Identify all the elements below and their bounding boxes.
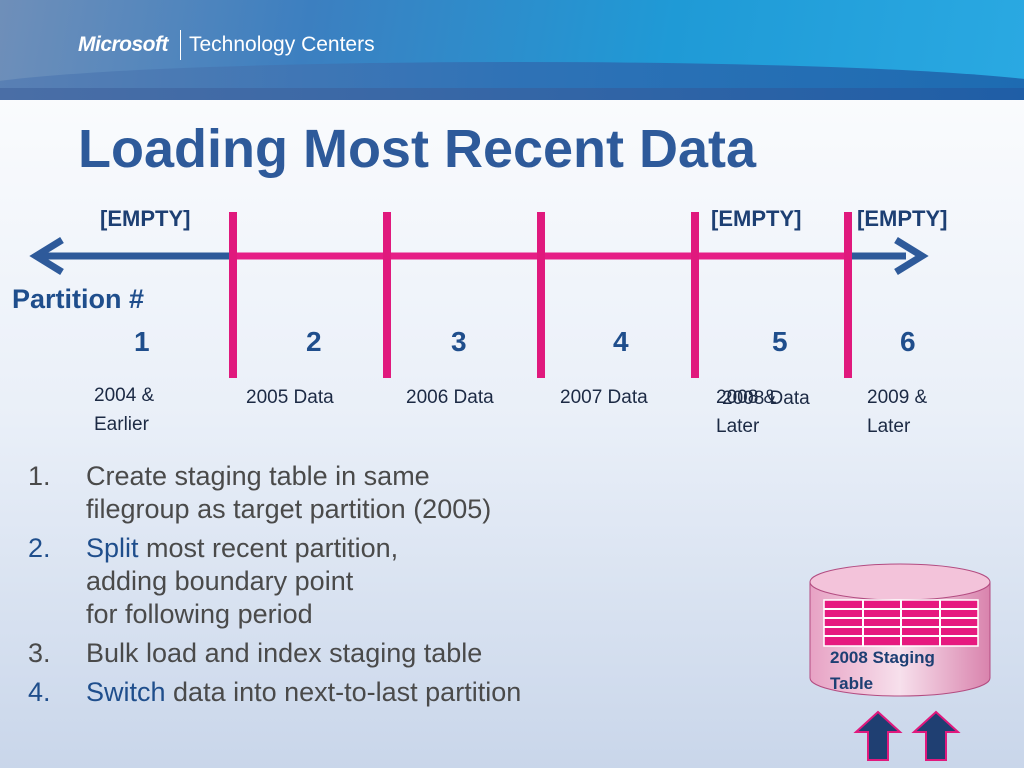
step-item: 1. Create staging table in same filegrou… [28,461,492,524]
brand-suffix: Technology Centers [189,33,375,56]
partition-number: 1 [134,326,150,357]
step-keyword: Switch [86,677,166,707]
partition-number: 5 [772,326,788,357]
staging-table-caption: 2008 Staging Table [830,648,935,693]
partition-number: 6 [900,326,916,357]
step-item: 4. Switch data into next-to-last partiti… [28,677,522,707]
partition-number: 2 [306,326,322,357]
header-wave [0,88,1024,100]
partition-data-label: 2009 & Later [867,387,928,437]
header-banner: Microsoft Technology Centers [0,0,1024,100]
left-arrowhead-icon [29,237,64,275]
partition-data-label-overlap: 2008 Data [722,388,810,409]
slide-title: Loading Most Recent Data [78,119,757,179]
brand-separator [180,30,181,60]
partition-heading: Partition # [12,284,145,314]
step-keyword: Split [86,533,139,563]
partition-number: 3 [451,326,467,357]
empty-label: [EMPTY] [857,206,948,231]
step-item: 3. Bulk load and index staging table [28,638,483,668]
empty-label: [EMPTY] [711,206,802,231]
partition-data-label: 2007 Data [560,387,648,408]
empty-label: [EMPTY] [100,206,191,231]
partition-data-label: 2004 & Earlier [94,385,155,435]
brand-logo: Microsoft Technology Centers [78,30,375,60]
up-arrow-icon [853,710,903,761]
up-arrow-icon [911,710,961,761]
partition-data-label: 2008 & Later [716,387,777,437]
partition-number: 4 [613,326,629,357]
brand-microsoft: Microsoft [78,33,169,56]
steps-list: 1. Create staging table in same filegrou… [28,460,668,715]
partition-data-label: 2005 Data [246,387,334,408]
right-arrowhead-icon [894,237,929,275]
partition-data-label: 2006 Data [406,387,494,408]
step-item: 2. Split most recent partition, adding b… [28,533,399,629]
